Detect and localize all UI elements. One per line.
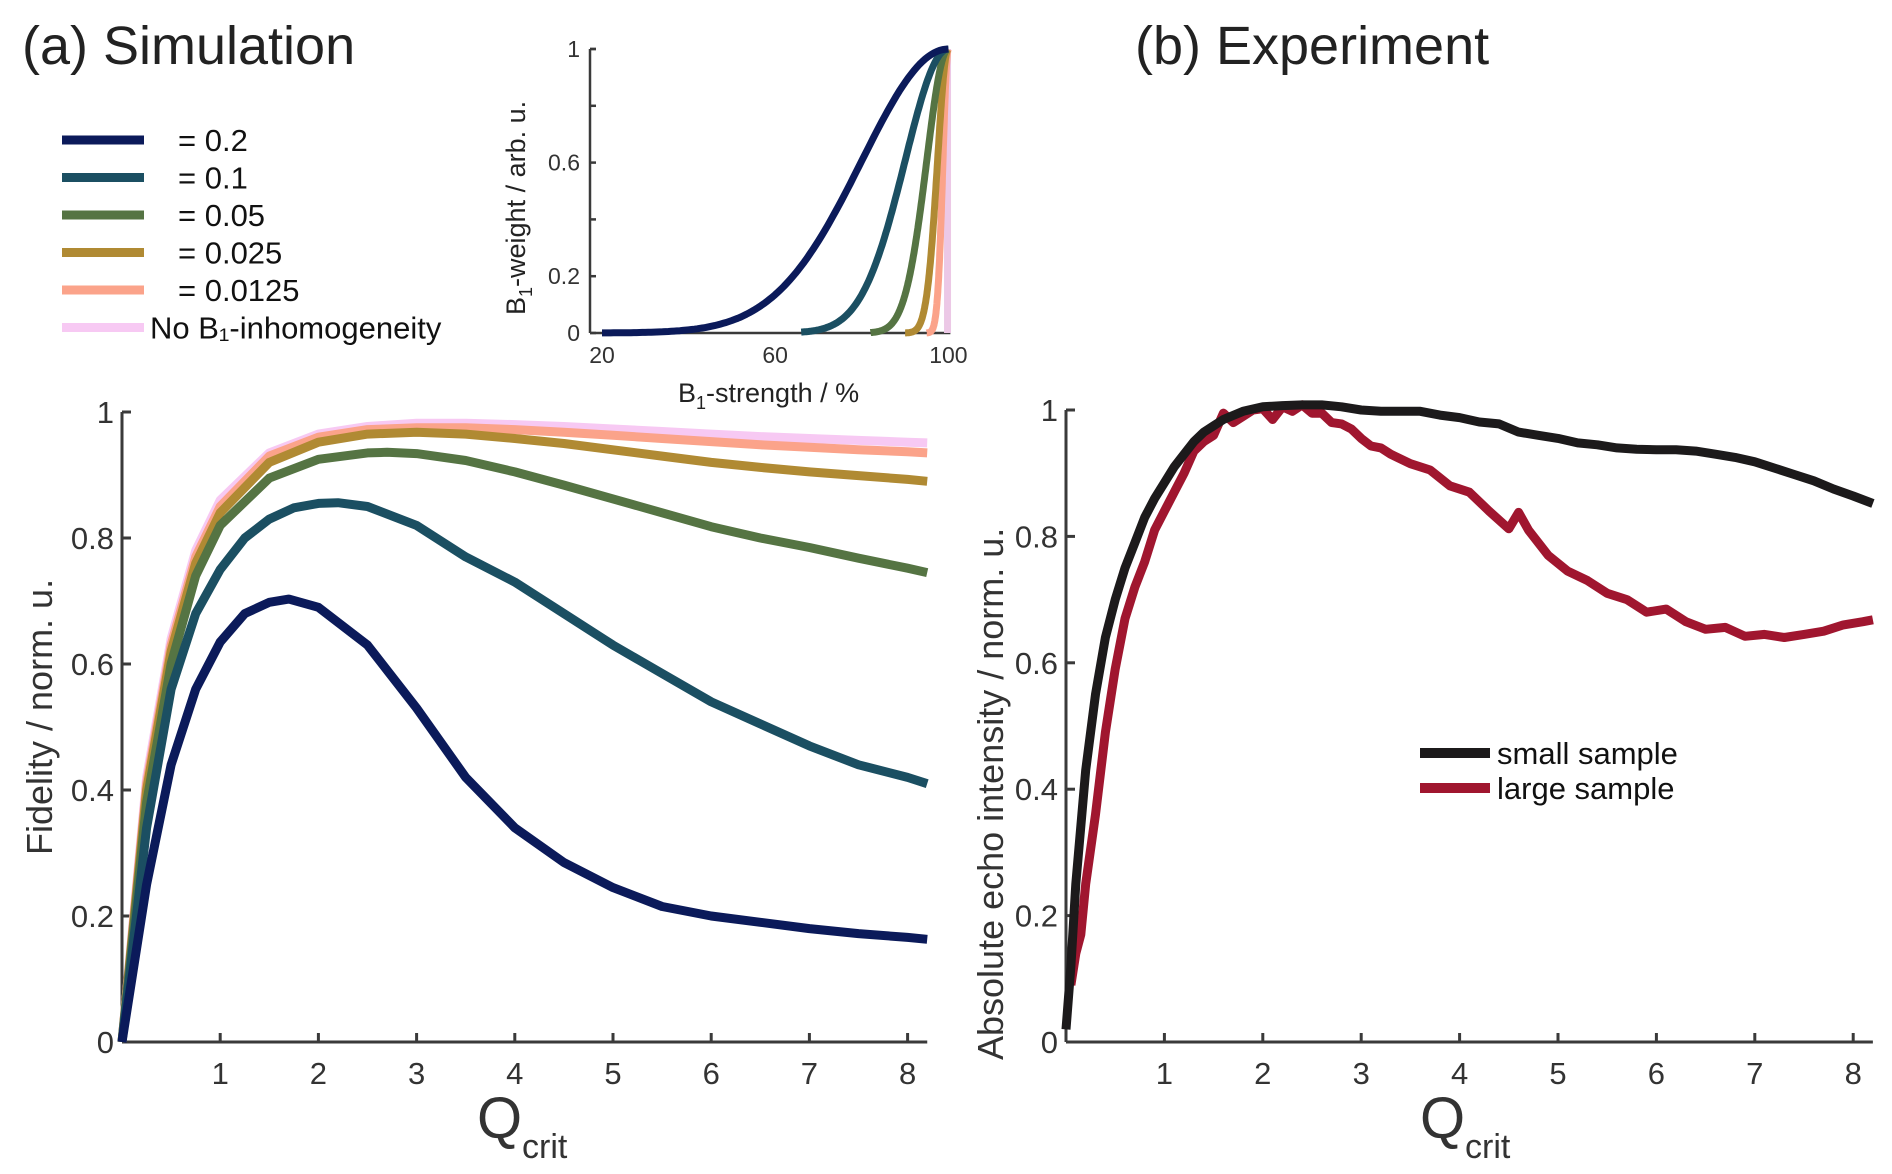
experiment-x-label-sub: crit — [1465, 1128, 1511, 1166]
y-tick-label: 0.8 — [1015, 519, 1058, 554]
y-tick-label: 0.2 — [71, 899, 114, 934]
legend-label: = 0.05 — [178, 198, 265, 233]
series-line-0-1 — [117, 498, 929, 1043]
legend-item: small sample — [1420, 736, 1678, 771]
experiment-y-label: Absolute echo intensity / norm. u. — [970, 528, 1011, 1060]
legend-item: = 0.0125 — [62, 273, 300, 308]
x-tick-label: 1 — [212, 1056, 229, 1091]
inset-series-line — [601, 45, 949, 337]
legend-item: = 0.025 — [62, 236, 282, 271]
x-tick-label: 4 — [506, 1056, 523, 1091]
inset-series-line — [867, 45, 952, 337]
x-tick-label: 8 — [899, 1056, 916, 1091]
inset-plot: B1-weight / arb. u. B1-strength / % 0 0.2… — [501, 36, 968, 413]
legend-item: = 0.2 — [62, 123, 248, 158]
legend-label: = 0.025 — [178, 236, 282, 271]
panel-a-title: (a) Simulation — [22, 16, 355, 76]
series-line-0-05 — [117, 447, 929, 1043]
experiment-axes: 1 2 3 4 5 6 7 8 0 0.2 0.4 0.6 0.8 1 — [1015, 393, 1875, 1091]
inset-x-tick-label: 20 — [589, 342, 615, 368]
y-tick-label: 0.2 — [1015, 899, 1058, 934]
y-tick-label: 0.6 — [71, 647, 114, 682]
x-tick-label: 4 — [1451, 1056, 1468, 1091]
series-line-0-025 — [117, 427, 928, 1043]
legend-label: = 0.2 — [178, 123, 248, 158]
inset-y-tick-label: 0 — [567, 320, 580, 346]
series-line-small-sample — [1061, 400, 1875, 1030]
x-tick-label: 1 — [1156, 1056, 1173, 1091]
inset-y-label-rest: -weight / arb. u. — [501, 101, 531, 287]
y-tick-label: 0.4 — [1015, 772, 1058, 807]
inset-x-label: B1-strength / % — [678, 378, 859, 413]
experiment-x-label: Q crit — [1420, 1086, 1511, 1166]
legend-label: No B₁-inhomogeneity — [150, 311, 442, 346]
inset-y-tick-label: 0.6 — [548, 150, 580, 176]
y-tick-label: 0.6 — [1015, 646, 1058, 681]
y-tick-label: 1 — [1041, 393, 1058, 428]
legend-label: = 0.0125 — [178, 273, 300, 308]
legend-label: = 0.1 — [178, 161, 248, 196]
legend-label: small sample — [1497, 736, 1678, 771]
simulation-y-label: Fidelity / norm. u. — [19, 579, 60, 855]
y-tick-label: 0.8 — [71, 521, 114, 556]
simulation-axes: 1 2 3 4 5 6 7 8 0 0.2 0.4 0.6 0.8 1 — [71, 395, 929, 1091]
y-tick-label: 0 — [1041, 1025, 1058, 1060]
series-line-no-b-inhomogeneity — [117, 418, 928, 1043]
legend-item: large sample — [1420, 771, 1674, 806]
inset-y-label: B1-weight / arb. u. — [501, 101, 536, 315]
legend-label: large sample — [1497, 771, 1674, 806]
experiment-x-label-main: Q — [1420, 1086, 1465, 1151]
series-line-0-0125 — [117, 423, 928, 1043]
y-tick-label: 1 — [97, 395, 114, 430]
x-tick-label: 2 — [1254, 1056, 1271, 1091]
series-line-large-sample — [1066, 400, 1874, 986]
legend-item: = 0.1 — [62, 161, 248, 196]
x-tick-label: 3 — [1353, 1056, 1370, 1091]
inset-y-tick-label: 1 — [567, 36, 580, 62]
x-tick-label: 5 — [604, 1056, 621, 1091]
inset-series-line — [798, 45, 951, 336]
inset-x-tick-label: 100 — [929, 342, 967, 368]
simulation-x-label-main: Q — [477, 1086, 522, 1151]
x-tick-label: 2 — [310, 1056, 327, 1091]
inset-x-tick-label: 60 — [762, 342, 788, 368]
panel-b-title: (b) Experiment — [1135, 16, 1489, 76]
inset-series-line — [902, 45, 952, 337]
x-tick-label: 3 — [408, 1056, 425, 1091]
x-tick-label: 6 — [703, 1056, 720, 1091]
x-tick-label: 7 — [801, 1056, 818, 1091]
simulation-x-label: Q crit — [477, 1086, 568, 1166]
x-tick-label: 5 — [1549, 1056, 1566, 1091]
simulation-x-label-sub: crit — [522, 1128, 568, 1166]
x-tick-label: 8 — [1845, 1056, 1862, 1091]
legend-item: = 0.05 — [62, 198, 265, 233]
x-tick-label: 6 — [1648, 1056, 1665, 1091]
series-line-0-2 — [117, 594, 928, 1043]
inset-series-line — [923, 45, 952, 337]
x-tick-label: 7 — [1746, 1056, 1763, 1091]
y-tick-label: 0 — [97, 1025, 114, 1060]
legend-item: No B₁-inhomogeneity — [62, 311, 442, 346]
y-tick-label: 0.4 — [71, 773, 114, 808]
inset-y-tick-label: 0.2 — [548, 263, 580, 289]
